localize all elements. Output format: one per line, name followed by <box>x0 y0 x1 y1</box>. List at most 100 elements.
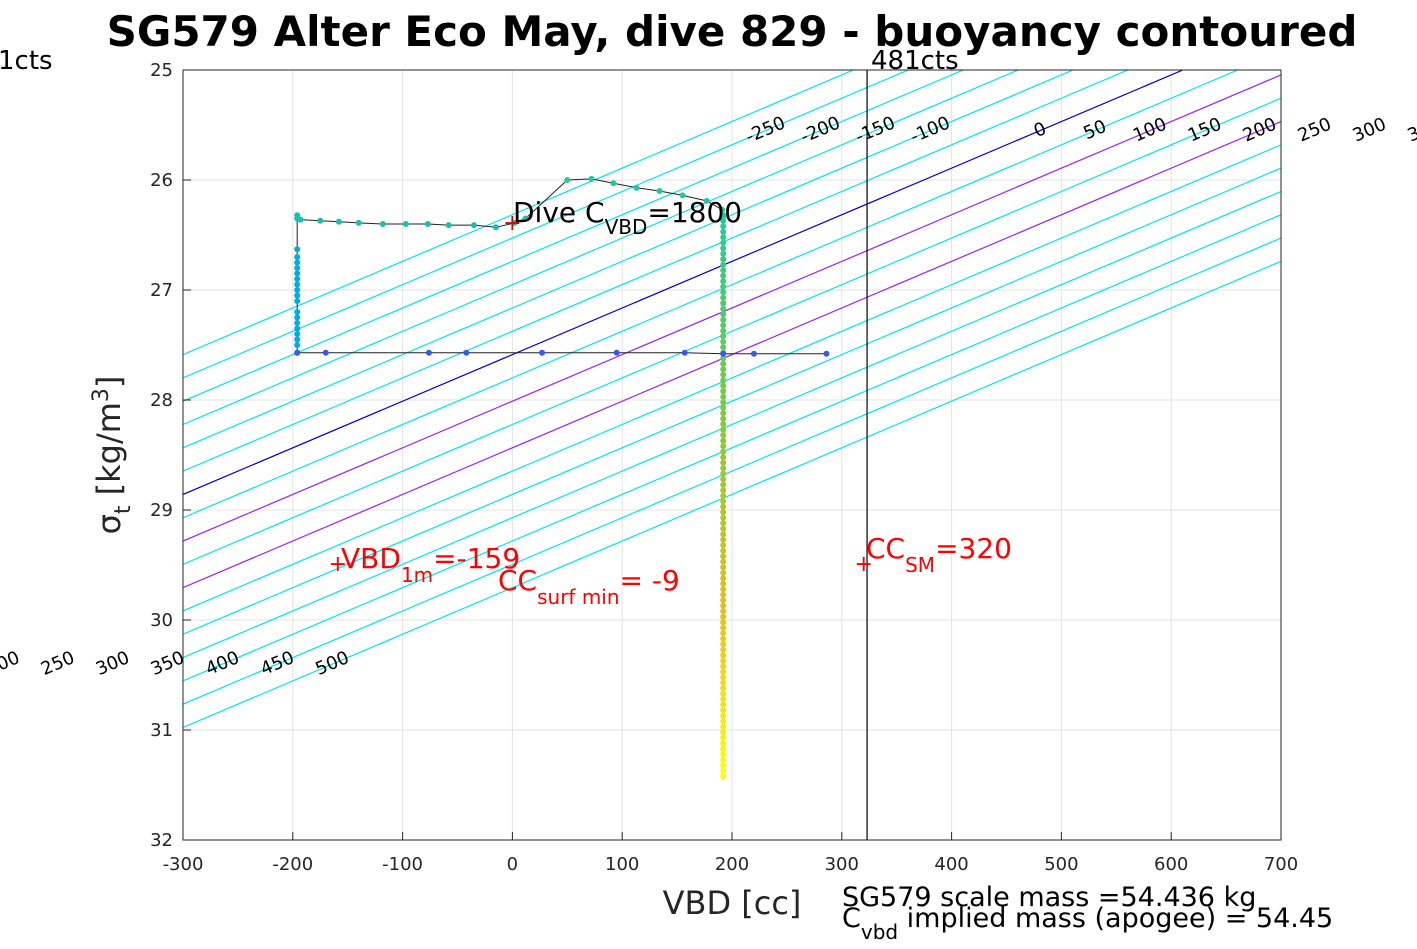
data-point <box>720 415 727 422</box>
data-point <box>720 564 727 571</box>
y-tick-label: 31 <box>150 720 173 741</box>
contour-line <box>183 97 1281 565</box>
data-point <box>720 723 727 730</box>
vbd-1m-annotation: VBD1m=-159 <box>341 542 520 587</box>
footer-scale-mass: SG579 scale mass =54.436 kg <box>842 882 1256 913</box>
data-point <box>720 476 727 483</box>
data-point <box>294 320 301 326</box>
contour-line <box>183 144 1281 612</box>
data-point <box>294 270 301 277</box>
cc-sm-annotation: CCSM=320 <box>866 532 1012 577</box>
data-point <box>294 276 301 282</box>
contour-label: 300 <box>93 647 133 680</box>
y-tick-label: 26 <box>150 170 173 191</box>
data-point <box>425 349 432 356</box>
data-point <box>470 222 477 229</box>
data-point <box>720 679 727 686</box>
data-point <box>720 366 727 373</box>
footer-implied-mass: Cvbd implied mass (apogee) = 54.45 <box>842 903 1333 944</box>
data-point <box>720 459 727 466</box>
data-point <box>720 217 727 224</box>
data-point <box>294 342 301 348</box>
data-point <box>720 399 727 406</box>
contour-label: 250 <box>1295 114 1335 147</box>
data-point <box>720 663 727 670</box>
contour-line <box>183 70 1184 496</box>
data-point <box>720 525 727 532</box>
data-point <box>720 668 727 675</box>
data-point <box>720 272 727 279</box>
contour-line <box>183 70 1129 472</box>
data-point <box>720 212 727 219</box>
data-point <box>294 281 301 288</box>
data-point <box>720 646 727 653</box>
data-point <box>613 349 620 356</box>
data-point <box>564 177 571 183</box>
data-point <box>720 250 727 257</box>
apogee-line <box>297 352 827 355</box>
contour-line <box>183 260 1281 729</box>
x-tick-label: 700 <box>1264 854 1298 875</box>
data-point <box>720 542 727 549</box>
data-point <box>720 751 727 758</box>
data-point <box>335 218 342 225</box>
data-point <box>633 184 640 191</box>
plus-marker: + <box>855 552 873 577</box>
data-point <box>720 602 727 609</box>
contour-line <box>183 237 1281 705</box>
x-tick-label: 100 <box>605 854 639 875</box>
data-point <box>539 349 546 356</box>
data-point <box>720 245 727 252</box>
data-point <box>720 470 727 477</box>
data-point <box>511 219 518 226</box>
data-point <box>720 580 727 587</box>
data-series <box>294 175 830 780</box>
dive-cvbd-annotation: Dive CVBD=1800 <box>513 196 742 239</box>
contour-line <box>183 70 1019 426</box>
data-point <box>294 314 301 321</box>
data-point <box>720 333 727 340</box>
data-point <box>720 514 727 521</box>
data-point <box>294 246 301 253</box>
x-tick-label: 200 <box>715 854 749 875</box>
contour-label: 300 <box>1350 114 1390 147</box>
data-point <box>720 624 727 631</box>
data-point <box>720 696 727 703</box>
data-point <box>750 350 757 357</box>
data-point <box>720 712 727 719</box>
data-point <box>720 591 727 598</box>
cc-surf-min-annotation: CCsurf min= -9 <box>498 564 680 609</box>
data-point <box>720 256 727 263</box>
contour-line <box>183 70 854 356</box>
data-point <box>355 219 362 226</box>
data-point <box>720 503 727 510</box>
data-point <box>720 437 727 444</box>
data-point <box>720 228 727 235</box>
contour-line <box>183 74 1281 542</box>
data-point <box>720 261 727 268</box>
left-top-label: 1cts <box>0 46 53 76</box>
data-point <box>445 222 452 229</box>
data-point <box>720 382 727 389</box>
data-point <box>297 216 304 223</box>
data-point <box>720 289 727 296</box>
data-point <box>720 448 727 455</box>
data-point <box>720 311 727 318</box>
contour-line <box>183 70 909 379</box>
data-point <box>720 360 727 367</box>
data-point <box>720 773 727 780</box>
data-point <box>720 745 727 752</box>
data-point <box>720 283 727 290</box>
data-point <box>720 388 727 395</box>
data-point <box>720 443 727 450</box>
data-point <box>703 197 710 204</box>
data-point <box>522 215 529 222</box>
y-axis-label: σt [kg/m3] <box>89 376 136 535</box>
contour-line <box>183 214 1281 682</box>
contour-line <box>183 70 1074 449</box>
data-point <box>720 707 727 714</box>
x-tick-label: 600 <box>1154 854 1188 875</box>
x-tick-label: -200 <box>272 854 313 875</box>
data-point <box>720 586 727 593</box>
